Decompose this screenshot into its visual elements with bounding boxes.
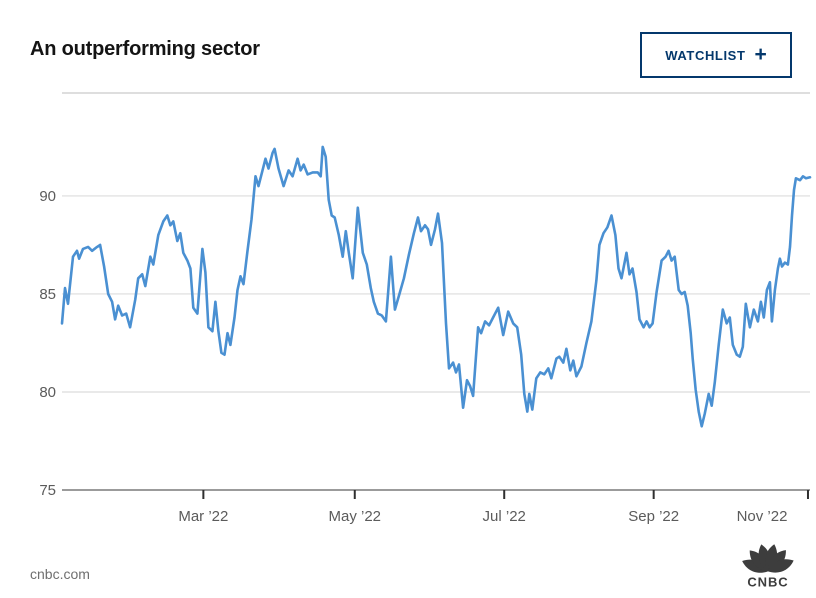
x-axis-label: Nov ’22 — [737, 508, 788, 525]
x-axis-label: Mar ’22 — [178, 508, 228, 525]
source-attribution: cnbc.com — [30, 566, 90, 582]
peacock-feathers-icon — [742, 544, 794, 573]
cnbc-wordmark: CNBC — [747, 574, 788, 589]
x-axis-label: May ’22 — [329, 508, 382, 525]
y-axis-label-80: 80 — [39, 384, 56, 401]
y-axis-label-85: 85 — [39, 286, 56, 303]
page-title: An outperforming sector — [30, 38, 260, 60]
watchlist-button-label: WATCHLIST — [665, 47, 746, 63]
cnbc-peacock-logo: CNBC — [742, 544, 794, 589]
x-axis-label: Sep ’22 — [628, 508, 679, 525]
price-line-series — [60, 145, 812, 428]
x-axis-label: Jul ’22 — [483, 508, 526, 525]
plus-icon: + — [754, 42, 767, 66]
watchlist-button[interactable]: WATCHLIST + — [640, 32, 792, 78]
y-axis-label-90: 90 — [39, 188, 56, 205]
y-axis-label-75: 75 — [39, 482, 56, 499]
